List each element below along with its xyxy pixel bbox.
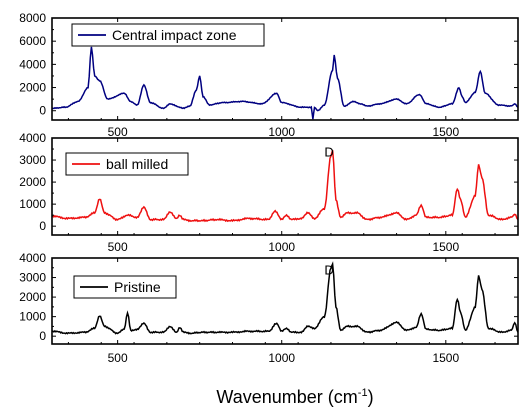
legend: Pristine [73,275,177,299]
y-tick-label: 4000 [19,131,46,145]
y-tick-label: 3000 [19,153,46,167]
y-tick-label: 4000 [19,57,46,71]
legend: ball milled [65,152,189,176]
legend-label: ball milled [106,156,168,172]
x-tick-label: 500 [108,125,128,139]
x-tick-label: 500 [108,351,128,365]
panel-2: 0 1000 2000 3000 4000 500 1000 1500 ball milled D [19,131,519,254]
y-tick-label: 4000 [19,251,46,265]
peak-annotation: D [324,263,333,278]
peak-annotation: D [324,145,333,160]
y-tick-label: 8000 [19,11,46,25]
y-tick-label: 1000 [19,197,46,211]
series-line-3 [52,261,518,335]
legend-box [65,152,189,176]
plot-frame [51,257,519,345]
y-tick-label: 2000 [19,290,46,304]
legend-box [71,23,265,47]
x-tick-label: 1000 [268,240,295,254]
x-axis-label: Wavenumber (cm-1) [216,387,373,407]
x-tick-label: 500 [108,240,128,254]
y-tick-label: 0 [39,104,46,118]
legend-label: Pristine [114,279,161,295]
y-tick-label: 1000 [19,310,46,324]
y-tick-label: 2000 [19,81,46,95]
panel-1: 0 2000 4000 6000 8000 500 1000 1500 Central impa… [19,11,519,139]
y-tick-label: 6000 [19,34,46,48]
plot-frame [51,17,519,121]
legend-label: Central impact zone [112,27,237,43]
y-tick-label: 3000 [19,271,46,285]
x-tick-label: 1000 [268,351,295,365]
legend-box [73,275,177,299]
y-tick-label: 0 [39,219,46,233]
y-tick-label: 2000 [19,175,46,189]
y-tick-label: 0 [39,329,46,343]
x-tick-label: 1500 [432,125,459,139]
series-line-1 [52,46,518,120]
x-tick-label: 1500 [432,240,459,254]
x-tick-label: 1500 [432,351,459,365]
plot-frame [51,137,519,236]
panel-3: 0 1000 2000 3000 4000 500 1000 1500 Pristine D [19,251,519,365]
series-line-2 [52,149,518,223]
x-tick-label: 1000 [268,125,295,139]
panels: 0 2000 4000 6000 8000 500 1000 1500 Central impa… [19,11,519,365]
legend: Central impact zone [71,23,265,47]
